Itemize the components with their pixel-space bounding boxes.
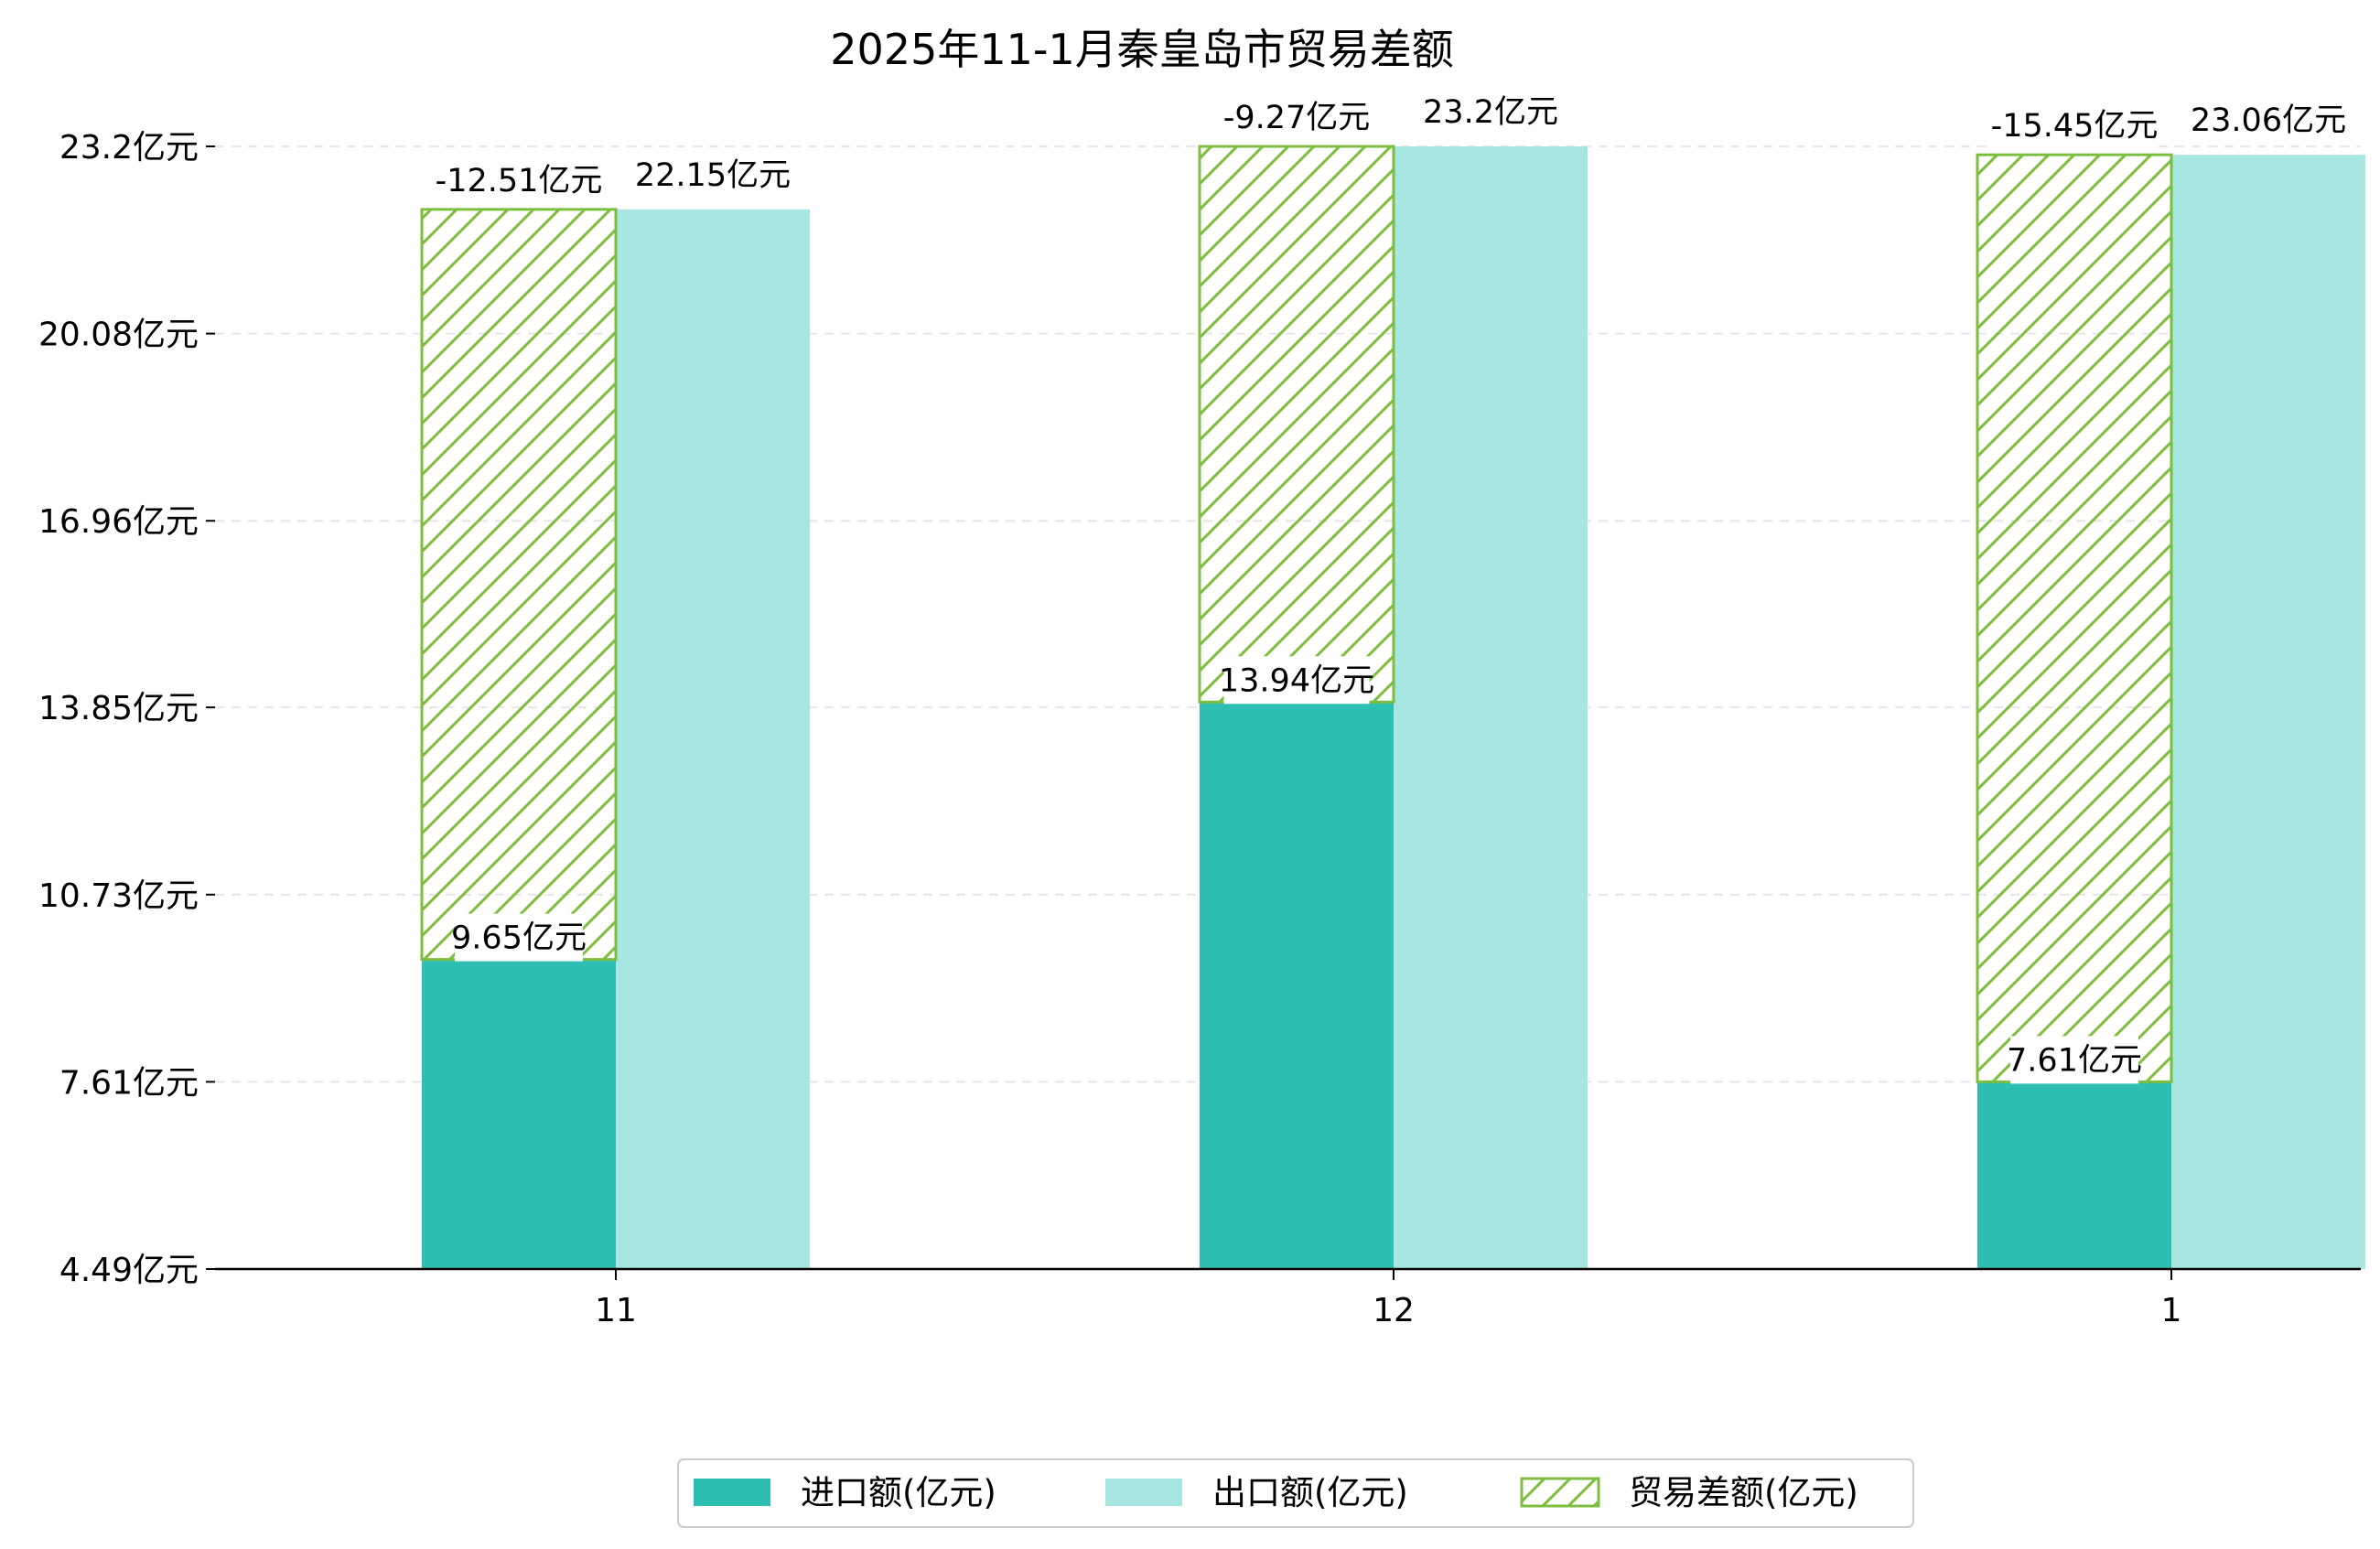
bar-import[interactable] (1200, 702, 1394, 1269)
bar-trade-balance[interactable] (420, 208, 618, 962)
y-tick-label: 10.73亿元 (38, 877, 199, 915)
legend-import-swatch (694, 1479, 770, 1506)
label-trade-balance: -12.51亿元 (436, 163, 603, 199)
legend-trade-balance-swatch (1520, 1477, 1600, 1508)
bar-export[interactable] (2171, 155, 2365, 1270)
y-tick-label: 13.85亿元 (38, 690, 199, 727)
label-trade-balance-bg (1993, 102, 2156, 150)
bar-import[interactable] (1977, 1081, 2171, 1269)
label-import-bg (2010, 1036, 2138, 1084)
bar-export[interactable] (1394, 146, 1588, 1269)
x-tick-label: 12 (1373, 1292, 1415, 1329)
x-tick-label: 1 (2161, 1292, 2182, 1329)
bar-trade-balance[interactable] (1976, 153, 2173, 1083)
label-trade-balance-bg (437, 156, 600, 204)
label-export-bg (2195, 96, 2342, 145)
y-tick-label: 4.49亿元 (59, 1252, 199, 1289)
label-import: 9.65亿元 (451, 920, 587, 957)
label-import: 13.94亿元 (1219, 662, 1374, 699)
bar-import[interactable] (422, 959, 616, 1269)
y-tick-label: 20.08亿元 (38, 317, 199, 354)
legend-export-label[interactable]: 出口额(亿元) (1212, 1473, 1408, 1512)
label-export: 23.06亿元 (2191, 102, 2346, 139)
label-trade-balance: -15.45亿元 (1991, 108, 2159, 145)
legend-box (677, 1458, 1914, 1528)
data-labels: 9.65亿元 22.15亿元 -12.51亿元 13.94亿元 23.2亿元 -9.27亿… (436, 88, 2346, 1084)
y-tick-label: 7.61亿元 (59, 1064, 199, 1102)
label-export-bg (640, 150, 786, 199)
legend-trade-balance-label[interactable]: 贸易差额(亿元) (1629, 1473, 1858, 1512)
legend-import-label[interactable]: 进口额(亿元) (801, 1473, 996, 1512)
legend[interactable]: 进口额(亿元) 出口额(亿元) 贸易差额(亿元) (677, 1458, 1914, 1528)
y-axis: 4.49亿元 7.61亿元 10.73亿元 13.85亿元 16.96亿元 20.08亿元… (38, 129, 215, 1289)
label-import: 7.61亿元 (2007, 1042, 2142, 1079)
x-tick-label: 11 (595, 1292, 637, 1329)
label-export-bg (1427, 88, 1555, 135)
label-trade-balance-bg (1223, 93, 1370, 141)
bars (420, 145, 2365, 1270)
label-export: 23.2亿元 (1423, 94, 1558, 131)
x-axis: 11 12 1 (215, 1267, 2361, 1329)
bar-export[interactable] (616, 209, 810, 1270)
label-export: 22.15亿元 (635, 157, 791, 194)
y-tick-label: 16.96亿元 (38, 503, 199, 541)
label-import-bg (455, 913, 583, 962)
y-tick-label: 23.2亿元 (59, 129, 199, 167)
label-trade-balance: -9.27亿元 (1223, 100, 1371, 136)
chart-title: 2025年11-1月秦皇岛市贸易差额 (830, 25, 1453, 74)
bar-trade-balance[interactable] (1198, 145, 1395, 704)
legend-export-swatch (1105, 1479, 1182, 1506)
label-import-bg (1223, 656, 1370, 705)
